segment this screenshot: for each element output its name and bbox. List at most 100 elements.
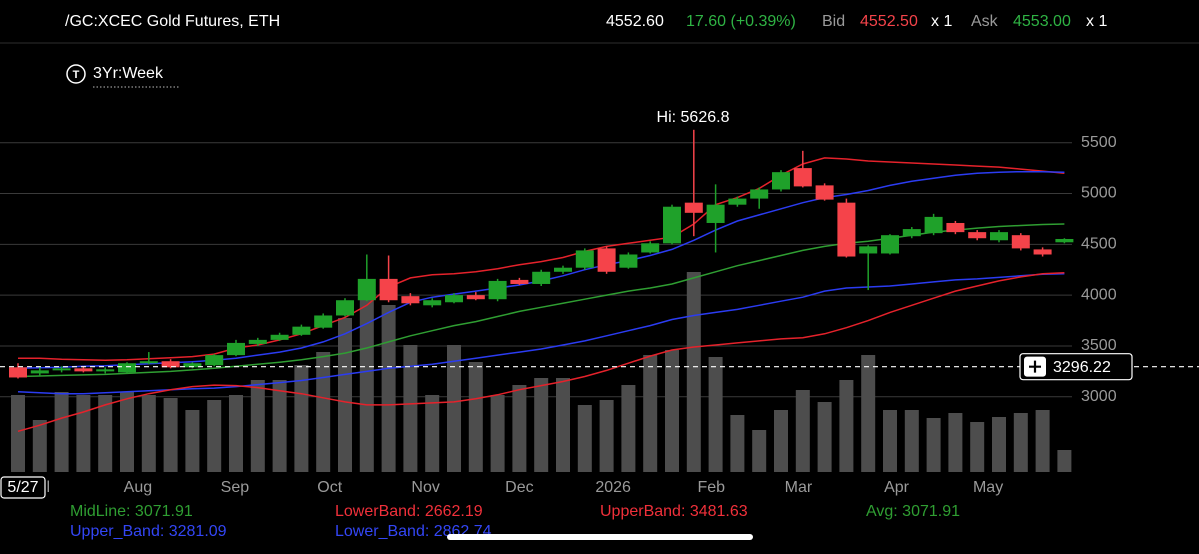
y-tick-label: 5500 [1081, 134, 1117, 151]
volume-bar [229, 395, 243, 472]
candle-body [837, 202, 856, 257]
volume-bar [883, 410, 897, 472]
x-tick-label: Feb [697, 479, 725, 496]
last-price: 4552.60 [606, 13, 664, 30]
y-tick-label: 3000 [1081, 388, 1117, 405]
candle-body [227, 342, 245, 356]
candle-body [183, 363, 202, 368]
candle-body [1033, 249, 1052, 255]
legend-entry: MidLine: 3071.91 [70, 503, 193, 520]
candle-body [270, 334, 289, 340]
legend-entry: UpperBand: 3481.63 [600, 503, 748, 520]
volume-bar [141, 395, 156, 472]
header: /GC:XCEC Gold Futures, ETH 4552.60 17.60… [0, 13, 1199, 44]
x-tick-label: Nov [411, 479, 439, 496]
timeframe-label[interactable]: 3Yr:Week [93, 65, 164, 82]
volume-bar [643, 355, 658, 472]
candle-body [118, 363, 136, 373]
bid-size: x 1 [931, 13, 952, 30]
x-tick-label: Aug [124, 479, 152, 496]
volume-bar [381, 305, 396, 472]
candle-body [1011, 235, 1030, 249]
candle-body [96, 369, 115, 372]
candle-body [684, 202, 703, 213]
candle-body [619, 254, 638, 268]
candle-body [924, 216, 943, 234]
candle-body [292, 326, 311, 335]
volume-bar [817, 402, 832, 472]
candle-body [641, 243, 660, 253]
candle-body [74, 368, 93, 372]
volume-bar [992, 417, 1006, 472]
volume-bar [403, 345, 418, 472]
volume-bar [359, 295, 374, 472]
volume-bar [577, 405, 592, 472]
candle-body [706, 204, 725, 223]
x-tick-label: Apr [884, 479, 910, 496]
volume-bar [468, 362, 483, 472]
volume-bar [970, 422, 985, 472]
crosshair-add-icon [1029, 360, 1041, 373]
volume-bar [1013, 413, 1028, 472]
x-tick-label: 2026 [595, 479, 631, 496]
candle-body [902, 229, 921, 237]
date-marker: 5/27 [0, 476, 46, 499]
volume-bar [708, 357, 723, 472]
candle-body [575, 250, 594, 268]
price-change: 17.60 (+0.39%) [686, 13, 796, 30]
candle-body [532, 271, 551, 284]
crosshair-label-box [1019, 353, 1133, 381]
volume-bar [316, 352, 331, 472]
volume-bar [32, 420, 47, 472]
candle-body [510, 279, 529, 284]
candle-body [968, 232, 987, 239]
volume-bar [425, 395, 440, 472]
candle-body [597, 248, 616, 272]
volume-bar [686, 272, 701, 472]
volume-bar [447, 345, 461, 472]
volume-bar [904, 410, 919, 472]
candle-body [336, 300, 354, 316]
candle-body [401, 296, 420, 304]
high-annotation: Hi: 5626.8 [657, 109, 730, 126]
volume-bar [1057, 450, 1072, 472]
volume-bar [98, 395, 113, 472]
volume-bar [11, 395, 25, 472]
candle-body [554, 267, 572, 272]
x-tick-label: Sep [221, 479, 250, 496]
timeframe-selector[interactable]: T 3Yr:Week [66, 64, 180, 88]
candle-body [728, 198, 747, 205]
symbol-title: /GC:XCEC Gold Futures, ETH [65, 13, 280, 30]
candle-body [52, 368, 71, 371]
volume-bar [948, 413, 963, 472]
x-tick-label: Oct [317, 479, 342, 496]
volume-bar [1035, 410, 1050, 472]
candle-body [248, 339, 267, 344]
candle-body [9, 367, 27, 378]
legend: MidLine: 3071.91 LowerBand: 2662.19 UpperB… [70, 503, 960, 540]
candle-body [946, 222, 965, 233]
candle-body [1055, 238, 1074, 243]
legend-entry: Upper_Band: 3281.09 [70, 523, 227, 540]
candle-body [423, 300, 442, 306]
candle-body [445, 295, 463, 303]
date-marker-text: 5/27 [7, 479, 38, 496]
x-tick-label: Dec [505, 479, 533, 496]
volume-bar [730, 415, 745, 472]
legend-entry: LowerBand: 2662.19 [335, 503, 483, 520]
crosshair-price-label: 3296.22 [1053, 359, 1111, 376]
volume-bar [621, 385, 636, 472]
x-tick-label: Mar [785, 479, 813, 496]
volume-bars [11, 272, 1072, 472]
y-tick-label: 3500 [1081, 337, 1117, 354]
volume-bar [76, 395, 91, 472]
volume-bar [795, 390, 810, 472]
bid-label: Bid [822, 13, 845, 30]
timeframe-icon [66, 64, 86, 84]
volume-bar [512, 385, 527, 472]
volume-bar [207, 400, 222, 472]
ask-size: x 1 [1086, 13, 1107, 30]
volume-bar [54, 392, 69, 472]
candle-body [990, 232, 1008, 241]
